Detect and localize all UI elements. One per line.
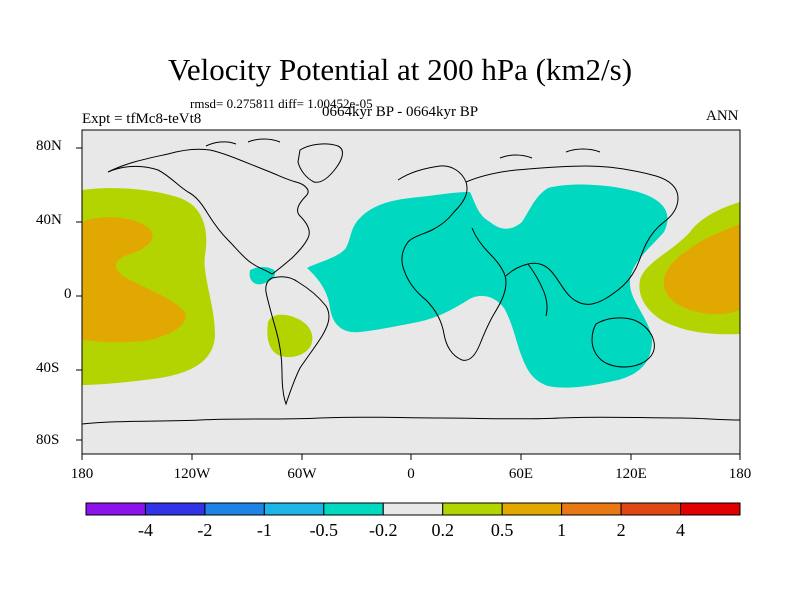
x-tick-60e: 60E [508, 466, 534, 482]
colorbar-label: 0.5 [490, 520, 514, 540]
experiment-label: Expt = tfMc8-teVt8 [82, 111, 202, 127]
colorbar-box [382, 502, 444, 516]
y-tick-40n: 40N [36, 212, 62, 228]
coast-north-america [107, 148, 310, 275]
colorbar-box [680, 502, 741, 516]
coastlines [82, 138, 740, 425]
colorbar-box [144, 502, 206, 516]
axis-ticks [76, 147, 741, 460]
coast-antarctica [82, 416, 740, 425]
coast-arctic-islands [205, 138, 601, 159]
season-label: ANN [706, 108, 739, 124]
colorbar-box [85, 502, 146, 516]
coast-europe-africa [397, 165, 507, 361]
contour-fields [82, 184, 740, 388]
contour-region-east-pacific-core [82, 217, 186, 343]
y-tick-80n: 80N [36, 138, 62, 154]
x-tick-120w: 120W [173, 466, 211, 482]
colorbar-label: -1 [256, 520, 272, 540]
period-label: 0664kyr BP - 0664kyr BP [322, 104, 479, 120]
contour-region-south-america [267, 314, 313, 358]
y-tick-80s: 80S [36, 432, 60, 448]
x-tick-0: 0 [407, 466, 415, 482]
colorbar [85, 502, 741, 516]
colorbar-label: -0.2 [369, 520, 398, 540]
colorbar-box [561, 502, 622, 516]
x-tick-60w: 60W [287, 466, 317, 482]
y-tick-40s: 40S [36, 360, 60, 376]
colorbar-box [323, 502, 384, 516]
colorbar-box [620, 502, 682, 516]
coast-india [527, 263, 548, 317]
coast-south-america [265, 276, 330, 406]
colorbar-label: 0.2 [431, 520, 454, 540]
x-tick-120e: 120E [615, 466, 647, 482]
coast-greenland [297, 143, 343, 183]
colorbar-box [442, 502, 503, 516]
y-tick-0: 0 [64, 286, 72, 302]
colorbar-label: 2 [616, 520, 626, 540]
colorbar-label: -2 [197, 520, 213, 540]
colorbar-box [263, 502, 325, 516]
colorbar-box [204, 502, 265, 516]
contour-region-africa-indian-ocean [307, 184, 668, 388]
coast-australia [591, 317, 655, 368]
colorbar-label: 4 [676, 520, 686, 540]
colorbar-label: 1 [557, 520, 567, 540]
chart-title: Velocity Potential at 200 hPa (km2/s) [167, 52, 633, 87]
contour-region-west-pacific-core [663, 224, 740, 315]
x-tick-180w: 180 [70, 466, 94, 482]
colorbar-label: -0.5 [309, 520, 339, 540]
coast-asia [465, 165, 679, 305]
colorbar-box [501, 502, 563, 516]
x-tick-180e: 180 [728, 466, 752, 482]
colorbar-label: -4 [137, 520, 153, 540]
stats-text: rmsd= 0.275811 diff= 1.00452e-05 [190, 96, 373, 111]
